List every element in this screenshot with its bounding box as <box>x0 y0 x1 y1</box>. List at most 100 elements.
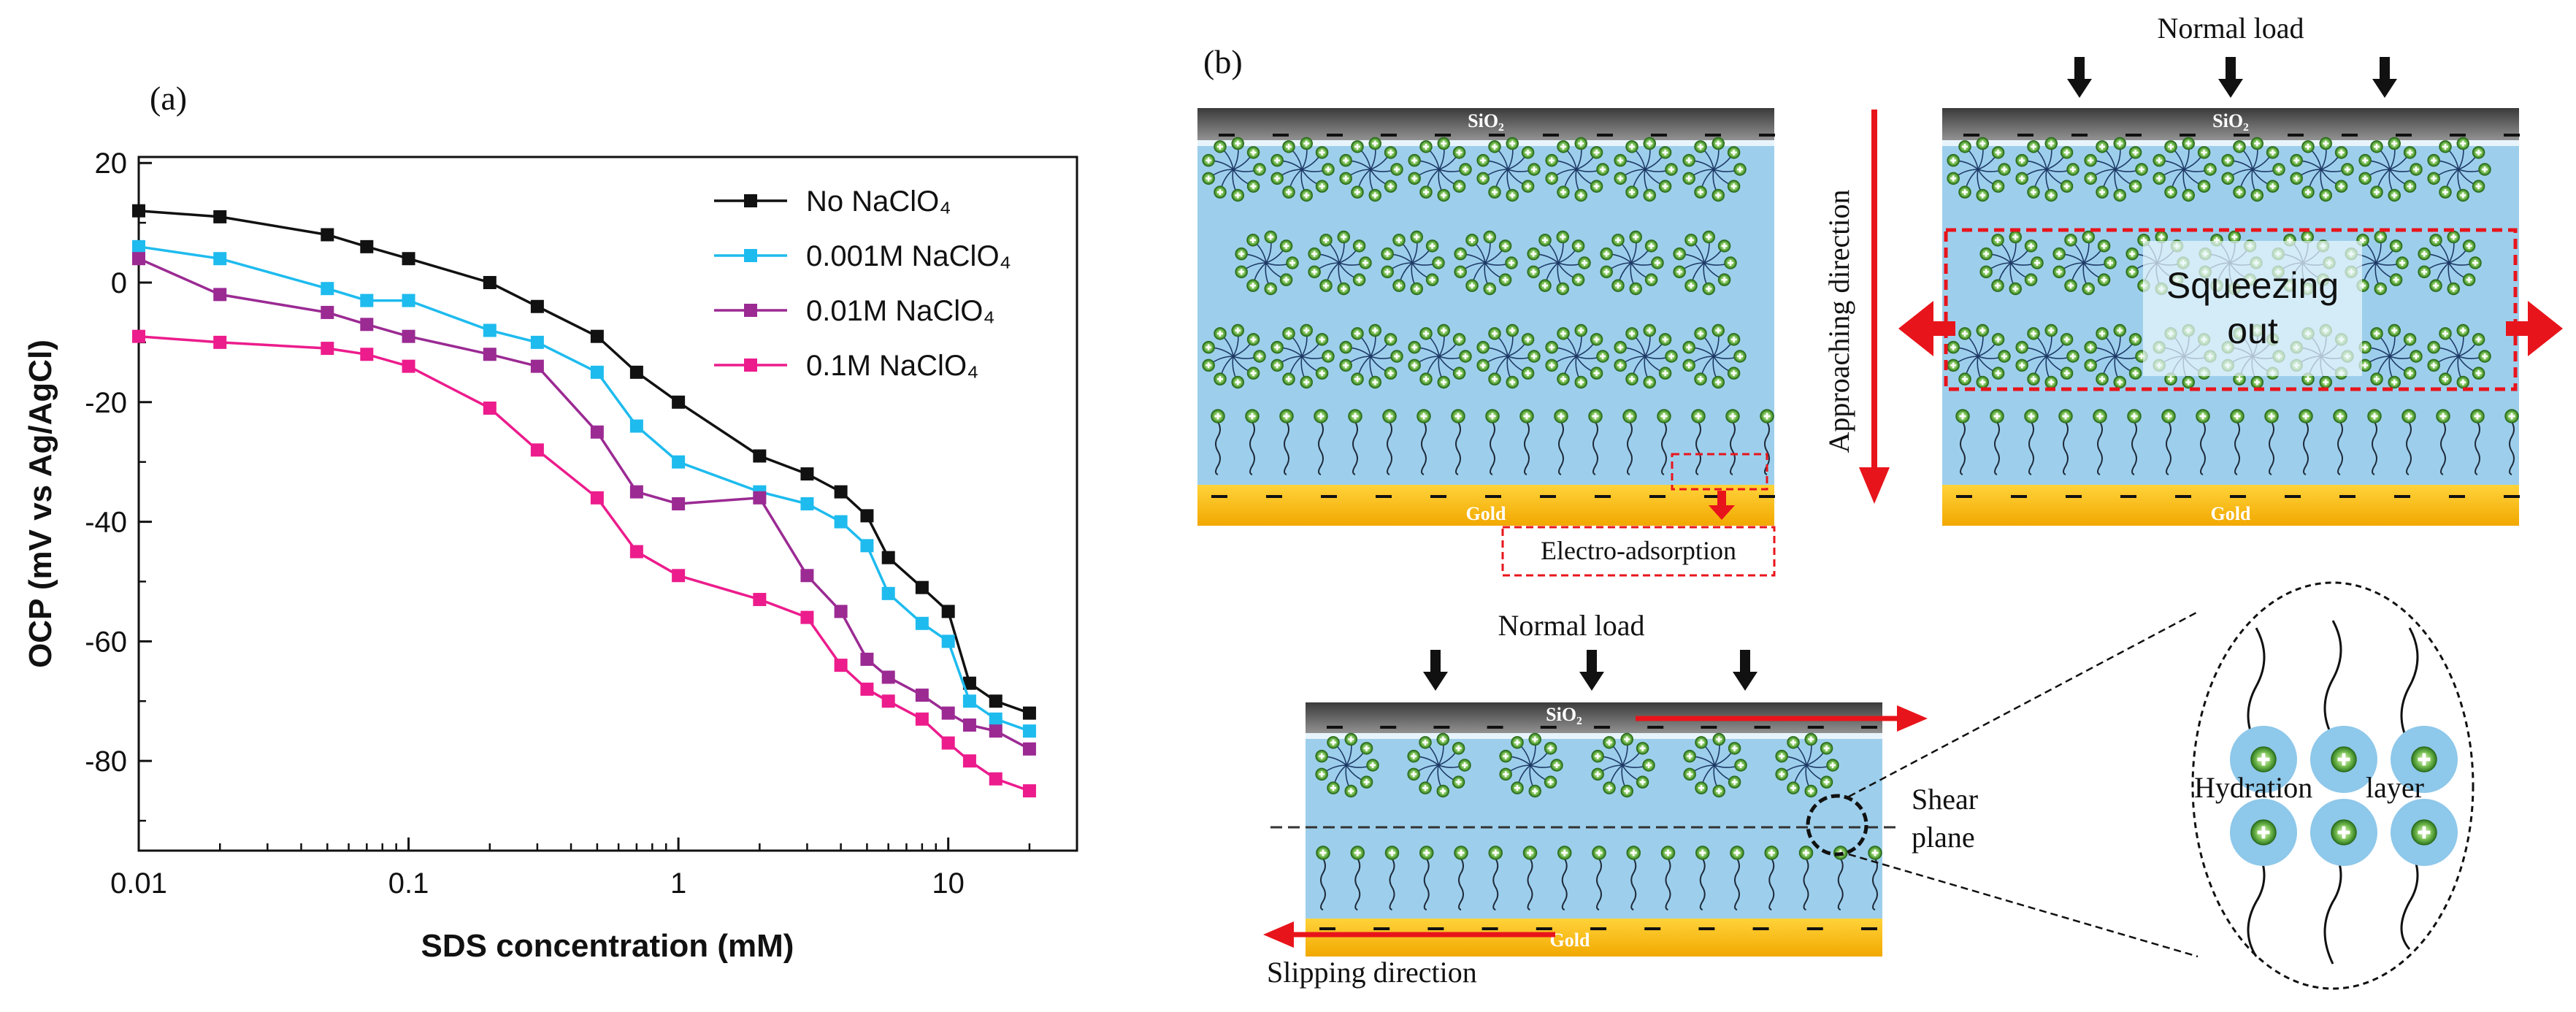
sio2-bottom-edge <box>1197 140 1774 146</box>
series-1 <box>132 204 1036 720</box>
surfactant-head <box>1571 239 1585 253</box>
panel-a-label: (a) <box>150 80 187 117</box>
surfactant-head <box>1286 256 1299 269</box>
surfactant-head <box>2027 185 2040 199</box>
surfactant-head <box>1574 137 1588 150</box>
surfactant-head <box>1682 359 1695 372</box>
surfactant-head <box>1454 247 1467 261</box>
surfactant-head <box>1527 350 1541 363</box>
tail <box>1215 421 1221 475</box>
surfactant-head <box>2125 247 2139 261</box>
surfactant-head <box>2456 323 2470 337</box>
surfactant-head <box>1958 140 1971 153</box>
surfactant-head <box>1614 340 1627 354</box>
surfactant-head <box>1574 188 1588 202</box>
gold-label: Gold <box>2211 503 2251 524</box>
micelle <box>1476 323 1541 389</box>
normal-load-arrows <box>1423 650 1757 691</box>
legend-marker <box>744 359 757 372</box>
micelle <box>1682 137 1747 202</box>
surfactant-head <box>1717 239 1731 253</box>
surfactant-head <box>1644 239 1658 253</box>
surfactant-head <box>1787 736 1800 749</box>
surfactant-head <box>2266 146 2280 159</box>
surfactant-head <box>1352 273 1366 286</box>
surfactant-head <box>1300 188 1314 202</box>
surfactant-head <box>1629 282 1643 296</box>
surfactant-head <box>2429 279 2442 292</box>
surfactant-head <box>2044 188 2058 202</box>
tail <box>1699 858 1706 911</box>
slip-arrow-top <box>1636 705 1928 732</box>
surfactant-head <box>1620 732 1634 746</box>
surfactant-head <box>2153 172 2166 185</box>
surfactant-head <box>1557 327 1570 340</box>
micelle <box>2153 137 2217 202</box>
micelle <box>2015 323 2079 389</box>
surfactant-head <box>2389 273 2403 286</box>
surfactant-head <box>1591 767 1604 781</box>
tail <box>1768 858 1775 911</box>
surfactant-head <box>1214 140 1227 153</box>
surfactant-head <box>1590 146 1603 159</box>
surfactant-head <box>2319 375 2333 389</box>
surfactant-head <box>2027 140 2040 153</box>
surfactant-head <box>1684 279 1698 292</box>
surfactant-head <box>1485 409 1500 423</box>
surfactant-head <box>1436 784 1450 798</box>
surfactant-head <box>2319 137 2333 150</box>
surfactant-head <box>2367 409 2382 423</box>
surfactant-head <box>1339 340 1352 354</box>
y-tick-label: 20 <box>95 147 128 180</box>
surfactant-head <box>1270 359 1284 372</box>
surfactant-head <box>1651 256 1664 269</box>
surfactant-head <box>1351 140 1364 153</box>
y-tick-label: -60 <box>85 626 127 658</box>
surfactant-head <box>2164 140 2177 153</box>
surfactant-head <box>1246 333 1260 346</box>
surfactant-head <box>2233 140 2246 153</box>
data-point <box>213 335 227 349</box>
surfactant-head <box>1600 265 1613 279</box>
surfactant-head <box>1694 327 1707 340</box>
series-line <box>138 257 1030 751</box>
tail <box>1423 858 1430 911</box>
surfactant-head <box>2439 140 2452 153</box>
micelle <box>2358 323 2423 389</box>
legend-marker <box>744 249 757 262</box>
data-point <box>402 252 415 266</box>
surfactant-head <box>2389 239 2403 253</box>
surfactant-head <box>2066 163 2079 176</box>
surfactant-head <box>1458 759 1471 772</box>
surfactant-head <box>1998 350 2011 363</box>
surfactant-head <box>1498 239 1512 253</box>
electro-adsorption-arrow <box>1709 491 1735 520</box>
data-point <box>860 682 874 696</box>
surfactant-head <box>1419 781 1432 794</box>
surfactant-head <box>1694 140 1707 153</box>
micelle <box>2427 137 2491 202</box>
hydrated-head <box>2391 726 2458 793</box>
series-3 <box>132 252 1036 756</box>
surfactant-head <box>1727 367 1741 380</box>
surfactant-head <box>1711 375 1725 389</box>
surfactant-head <box>1658 146 1672 159</box>
surfactant-head <box>1521 367 1535 380</box>
surfactant-head <box>1436 732 1450 746</box>
surfactant-head <box>2096 185 2109 199</box>
surfactant-head <box>1683 767 1696 781</box>
surfactant-head <box>2024 273 2038 286</box>
legend-marker <box>744 304 757 317</box>
surfactant-head <box>2439 372 2452 386</box>
data-point <box>800 610 814 624</box>
tail <box>1389 858 1395 911</box>
surfactant-head <box>1764 846 1779 860</box>
surfactant-head <box>2456 137 2470 150</box>
zoom-circle-small <box>1806 794 1868 856</box>
surfactant-head <box>1419 736 1432 749</box>
surfactant-head <box>2204 163 2217 176</box>
micelle <box>1591 732 1655 798</box>
data-point <box>132 252 145 266</box>
surfactant-head <box>1554 409 1568 423</box>
surfactant-head <box>1253 163 1266 176</box>
